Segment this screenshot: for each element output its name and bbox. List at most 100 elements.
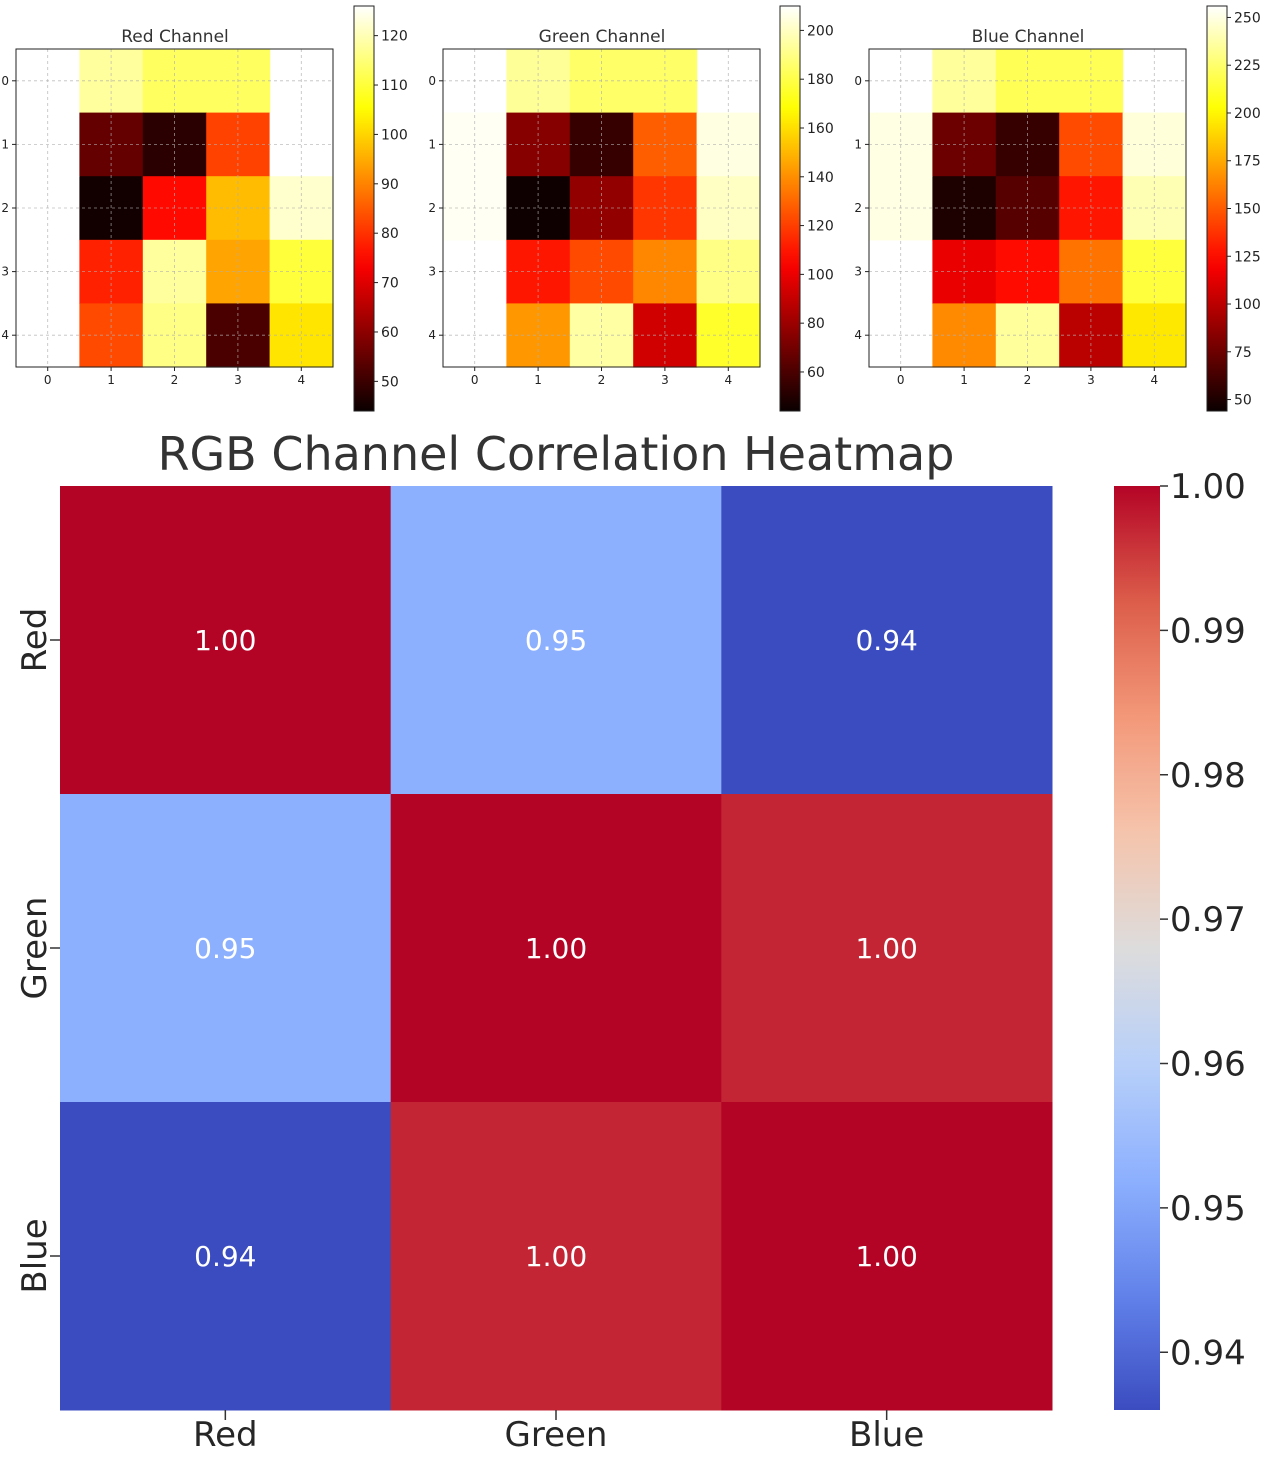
correlation-cell bbox=[390, 486, 722, 795]
colorbar-tick-label: 60 bbox=[807, 365, 825, 381]
panel-title: Green Channel bbox=[539, 27, 666, 47]
cell-annotation: 0.95 bbox=[525, 624, 587, 657]
x-tick-label: 4 bbox=[297, 373, 305, 387]
y-tick-label: 4 bbox=[428, 328, 436, 342]
colorbar-tick-label: 100 bbox=[807, 267, 834, 283]
y-tick-label: 2 bbox=[854, 201, 862, 215]
colorbar-tick-label: 200 bbox=[807, 23, 834, 39]
colorbar-tick-label: 100 bbox=[381, 127, 408, 143]
correlation-cell bbox=[60, 1102, 392, 1411]
chart-title: RGB Channel Correlation Heatmap bbox=[158, 427, 955, 481]
x-tick-label: 2 bbox=[1024, 373, 1032, 387]
colorbar-tick-label: 60 bbox=[381, 325, 399, 341]
x-tick-label: 0 bbox=[897, 373, 905, 387]
x-tick-label: 4 bbox=[1150, 373, 1158, 387]
x-tick-label: 3 bbox=[1087, 373, 1095, 387]
colorbar bbox=[779, 5, 801, 412]
cell-annotation: 1.00 bbox=[855, 1240, 917, 1273]
y-tick-label: 0 bbox=[428, 74, 436, 88]
colorbar-tick-label: 140 bbox=[807, 170, 834, 186]
colorbar-tick-label: 225 bbox=[1234, 58, 1261, 74]
y-tick-label: 0 bbox=[1, 74, 9, 88]
colorbar-tick-label: 75 bbox=[1234, 345, 1252, 361]
colorbar-tick-label: 50 bbox=[381, 374, 399, 390]
y-tick-label: 0 bbox=[854, 74, 862, 88]
cell-annotation: 0.94 bbox=[855, 624, 917, 657]
x-tick-label: 3 bbox=[661, 373, 669, 387]
panel-title: Blue Channel bbox=[972, 27, 1085, 47]
colorbar-tick-label: 0.96 bbox=[1170, 1045, 1246, 1085]
correlation-cell bbox=[60, 794, 392, 1103]
x-tick-label: 2 bbox=[171, 373, 179, 387]
colorbar-tick-label: 0.98 bbox=[1170, 756, 1246, 796]
colorbar-tick-label: 200 bbox=[1234, 106, 1261, 122]
colorbar-tick-label: 80 bbox=[807, 316, 825, 332]
correlation-cell bbox=[721, 794, 1053, 1103]
y-tick-label: Blue bbox=[15, 1218, 55, 1293]
colorbar-tick-label: 110 bbox=[381, 78, 408, 94]
correlation-cell bbox=[390, 794, 722, 1103]
correlation-heatmap: RGB Channel Correlation Heatmap 1.00 0.95 0… bbox=[15, 427, 1246, 1455]
x-tick-label: 4 bbox=[724, 373, 732, 387]
colorbar-tick-label: 70 bbox=[381, 276, 399, 292]
panel-title: Red Channel bbox=[121, 27, 229, 47]
cell-annotation: 1.00 bbox=[525, 932, 587, 965]
y-tick-label: 3 bbox=[428, 265, 436, 279]
colorbar-tick-label: 175 bbox=[1234, 154, 1261, 170]
channel-panel-2: 0 1 2 3 4 0 1 2 3 4 Blue Channel 50 75 100 125 150 175 20… bbox=[854, 5, 1261, 412]
colorbar-tick-label: 180 bbox=[807, 72, 834, 88]
cell-annotation: 1.00 bbox=[194, 624, 256, 657]
y-tick-label: 1 bbox=[428, 137, 436, 151]
colorbar-tick-label: 100 bbox=[1234, 297, 1261, 313]
y-tick-label: 4 bbox=[854, 328, 862, 342]
correlation-cell bbox=[60, 486, 392, 795]
y-tick-label: 4 bbox=[1, 328, 9, 342]
colorbar bbox=[1206, 5, 1228, 412]
y-tick-label: 1 bbox=[854, 137, 862, 151]
x-tick-label: 1 bbox=[960, 373, 968, 387]
y-tick-label: Red bbox=[15, 608, 55, 673]
colorbar-tick-label: 0.95 bbox=[1170, 1189, 1246, 1229]
colorbar-tick-label: 0.99 bbox=[1170, 611, 1246, 651]
colorbar-tick-label: 90 bbox=[381, 177, 399, 193]
y-tick-label: 1 bbox=[1, 137, 9, 151]
x-tick-label: 2 bbox=[598, 373, 606, 387]
colorbar-tick-label: 80 bbox=[381, 226, 399, 242]
colorbar bbox=[1114, 486, 1160, 1410]
x-tick-label: 3 bbox=[234, 373, 242, 387]
x-tick-label: Red bbox=[193, 1415, 258, 1455]
x-tick-label: Blue bbox=[849, 1415, 924, 1455]
colorbar-tick-label: 120 bbox=[807, 219, 834, 235]
colorbar-tick-label: 120 bbox=[381, 29, 408, 45]
channel-panel-0: 0 1 2 3 4 0 1 2 3 4 Red Channel 50 60 70 80 90 100 110 120 bbox=[1, 5, 408, 412]
correlation-cell bbox=[390, 1102, 722, 1411]
x-tick-label: 1 bbox=[107, 373, 115, 387]
correlation-cell bbox=[721, 1102, 1053, 1411]
colorbar-tick-label: 0.94 bbox=[1170, 1333, 1246, 1373]
colorbar-tick-label: 0.97 bbox=[1170, 900, 1246, 940]
channel-panel-1: 0 1 2 3 4 0 1 2 3 4 Green Channel 60 80 100 120 140 160 1… bbox=[428, 5, 834, 412]
cell-annotation: 1.00 bbox=[525, 1240, 587, 1273]
colorbar-tick-label: 1.00 bbox=[1170, 467, 1246, 507]
y-tick-label: 3 bbox=[854, 265, 862, 279]
y-tick-label: 2 bbox=[1, 201, 9, 215]
x-tick-label: 0 bbox=[471, 373, 479, 387]
x-tick-label: 1 bbox=[534, 373, 542, 387]
colorbar-tick-label: 50 bbox=[1234, 393, 1252, 409]
cell-annotation: 1.00 bbox=[855, 932, 917, 965]
correlation-cell bbox=[721, 486, 1053, 795]
y-tick-label: Green bbox=[15, 897, 55, 1000]
colorbar bbox=[353, 5, 375, 412]
colorbar-tick-label: 250 bbox=[1234, 10, 1261, 26]
y-tick-label: 2 bbox=[428, 201, 436, 215]
colorbar-tick-label: 150 bbox=[1234, 202, 1261, 218]
x-tick-label: 0 bbox=[44, 373, 52, 387]
x-tick-label: Green bbox=[505, 1415, 608, 1455]
colorbar-tick-label: 125 bbox=[1234, 249, 1261, 265]
y-tick-label: 3 bbox=[1, 265, 9, 279]
colorbar-tick-label: 160 bbox=[807, 121, 834, 137]
cell-annotation: 0.94 bbox=[194, 1240, 256, 1273]
cell-annotation: 0.95 bbox=[194, 932, 256, 965]
